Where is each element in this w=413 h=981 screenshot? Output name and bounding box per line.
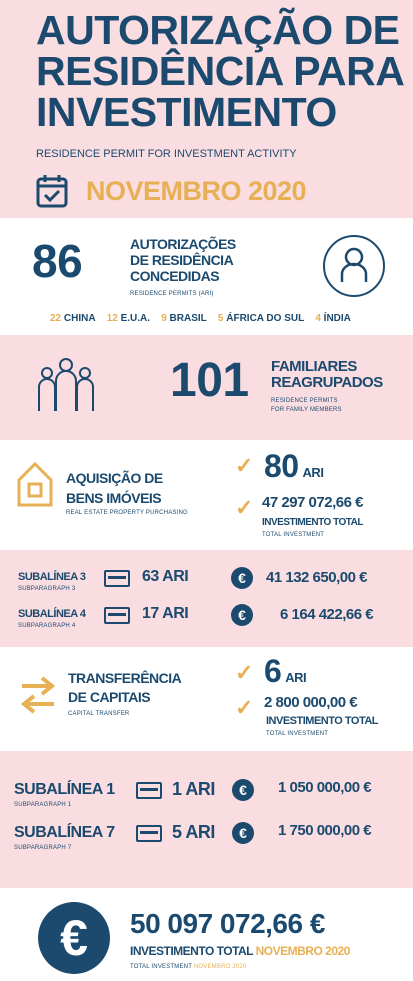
- permits-title-2: DE RESIDÊNCIA: [130, 252, 234, 268]
- sub-label: SUBALÍNEA 7: [14, 824, 115, 841]
- sub-ari: 63 ARI: [142, 568, 189, 585]
- realestate-count: 80 ARI: [264, 448, 324, 485]
- sub-label: SUBALÍNEA 3: [18, 571, 86, 583]
- family-count: 101: [170, 354, 249, 407]
- sub-label: SUBALÍNEA 1: [14, 781, 115, 798]
- family-section: 101 FAMILIARES REAGRUPADOS RESIDENCE PER…: [0, 335, 413, 440]
- euro-icon: €: [232, 822, 254, 844]
- subparagraph-row: SUBALÍNEA 7 SUBPARAGRAPH 7 5 ARI € 1 750…: [14, 822, 409, 856]
- country-item: 9 BRASIL: [161, 313, 207, 324]
- realestate-amount-label: INVESTIMENTO TOTAL: [262, 517, 364, 528]
- capital-title-2: DE CAPITAIS: [68, 689, 151, 705]
- capital-title-1: TRANSFERÊNCIA: [68, 670, 182, 686]
- total-sub-row: TOTAL INVESTMENT NOVEMBRO 2020: [130, 964, 247, 970]
- euro-icon: €: [231, 567, 253, 589]
- sub-amount: 1 050 000,00 €: [278, 779, 372, 796]
- total-label-row: INVESTIMENTO TOTAL NOVEMBRO 2020: [130, 944, 350, 958]
- check-icon: ✓: [235, 660, 254, 685]
- capital-title: TRANSFERÊNCIA DE CAPITAIS: [68, 669, 182, 707]
- capital-section: TRANSFERÊNCIA DE CAPITAIS CAPITAL TRANSF…: [0, 647, 413, 751]
- credit-card-icon: [136, 825, 162, 842]
- check-icon: ✓: [235, 453, 254, 478]
- capital-count-value: 6: [264, 653, 282, 689]
- realestate-count-unit: ARI: [302, 465, 324, 480]
- family-icon: [34, 353, 98, 418]
- permits-title-1: AUTORIZAÇÕES: [130, 236, 236, 252]
- credit-card-icon: [136, 782, 162, 799]
- subparagraph-row: SUBALÍNEA 3 SUBPARAGRAPH 3 63 ARI € 41 1…: [18, 567, 408, 598]
- realestate-amount: 47 297 072,66 €: [262, 494, 363, 511]
- permits-subtitle: RESIDENCE PERMITS (ARI): [130, 291, 214, 297]
- realestate-amount-sub: TOTAL INVESTMENT: [262, 532, 325, 538]
- sub-label: SUBALÍNEA 4: [18, 608, 86, 620]
- sub-sub: SUBPARAGRAPH 4: [18, 623, 76, 629]
- realestate-title-1: AQUISIÇÃO DE: [66, 470, 163, 486]
- euro-symbol: €: [60, 910, 88, 966]
- realestate-subtitle: REAL ESTATE PROPERTY PURCHASING: [66, 510, 188, 516]
- total-sub: TOTAL INVESTMENT: [130, 964, 192, 970]
- permits-section: 86 AUTORIZAÇÕES DE RESIDÊNCIA CONCEDIDAS…: [0, 218, 413, 335]
- sub-amount: 6 164 422,66 €: [280, 606, 374, 623]
- calendar-check-icon: [36, 174, 68, 213]
- realestate-count-value: 80: [264, 448, 299, 484]
- realestate-section: AQUISIÇÃO DE BENS IMÓVEIS REAL ESTATE PR…: [0, 440, 413, 550]
- title-line-3: INVESTIMENTO: [36, 89, 337, 135]
- sub-sub: SUBPARAGRAPH 1: [14, 802, 72, 808]
- total-section: € 50 097 072,66 € INVESTIMENTO TOTAL NOV…: [0, 888, 413, 981]
- permits-count: 86: [32, 235, 83, 287]
- title-line-2: RESIDÊNCIA PARA: [36, 48, 405, 94]
- capital-amount-sub: TOTAL INVESTMENT: [266, 731, 329, 737]
- capital-amount: 2 800 000,00 €: [264, 694, 358, 711]
- family-title-1: FAMILIARES: [271, 358, 357, 375]
- sub-sub: SUBPARAGRAPH 7: [14, 845, 72, 851]
- capital-count: 6 ARI: [264, 653, 307, 690]
- capital-subtitle: CAPITAL TRANSFER: [68, 711, 130, 717]
- transfer-arrows-icon: [20, 675, 56, 720]
- permits-title: AUTORIZAÇÕES DE RESIDÊNCIA CONCEDIDAS: [130, 236, 236, 284]
- total-sub-date: NOVEMBRO 2020: [193, 964, 247, 970]
- subparagraph-row: SUBALÍNEA 4 SUBPARAGRAPH 4 17 ARI € 6 16…: [18, 604, 408, 635]
- page-subtitle: RESIDENCE PERMIT FOR INVESTMENT ACTIVITY: [36, 148, 297, 160]
- permits-title-3: CONCEDIDAS: [130, 268, 220, 284]
- credit-card-icon: [104, 607, 130, 624]
- header-section: AUTORIZAÇÃO DE RESIDÊNCIA PARA INVESTIME…: [0, 0, 413, 218]
- family-title: FAMILIARES REAGRUPADOS: [271, 359, 383, 391]
- country-item: 4 ÍNDIA: [315, 313, 351, 324]
- sub-sub: SUBPARAGRAPH 3: [18, 586, 76, 592]
- sub-amount: 1 750 000,00 €: [278, 822, 372, 839]
- country-item: 5 ÁFRICA DO SUL: [217, 313, 305, 324]
- total-label: INVESTIMENTO TOTAL: [130, 944, 253, 958]
- house-icon: [16, 460, 54, 513]
- sub-amount: 41 132 650,00 €: [266, 569, 367, 586]
- countries-row: 22 CHINA 12 E.U.A. 9 BRASIL 5 ÁFRICA DO …: [50, 313, 351, 324]
- total-label-date: NOVEMBRO 2020: [255, 944, 351, 958]
- credit-card-icon: [104, 570, 130, 587]
- page-title: AUTORIZAÇÃO DE RESIDÊNCIA PARA INVESTIME…: [36, 7, 405, 135]
- capital-amount-label: INVESTIMENTO TOTAL: [266, 715, 379, 727]
- sub-ari: 17 ARI: [142, 605, 189, 622]
- sub-ari: 5 ARI: [172, 822, 215, 842]
- euro-icon: €: [232, 779, 254, 801]
- capital-count-unit: ARI: [285, 670, 307, 685]
- check-icon: ✓: [235, 495, 254, 520]
- total-amount: 50 097 072,66 €: [130, 908, 325, 939]
- realestate-sub-section: SUBALÍNEA 3 SUBPARAGRAPH 3 63 ARI € 41 1…: [0, 550, 413, 647]
- family-subtitle: RESIDENCE PERMITS FOR FAMILY MEMBERS: [271, 397, 342, 415]
- subparagraph-row: SUBALÍNEA 1 SUBPARAGRAPH 1 1 ARI € 1 050…: [14, 779, 409, 813]
- report-date: NOVEMBRO 2020: [86, 176, 307, 206]
- capital-sub-section: SUBALÍNEA 1 SUBPARAGRAPH 1 1 ARI € 1 050…: [0, 751, 413, 888]
- title-line-1: AUTORIZAÇÃO DE: [36, 7, 400, 53]
- realestate-title: AQUISIÇÃO DE BENS IMÓVEIS: [66, 468, 163, 508]
- person-icon: [322, 234, 386, 303]
- realestate-title-2: BENS IMÓVEIS: [66, 490, 162, 506]
- euro-big-icon: €: [38, 902, 110, 974]
- family-sub-2: FOR FAMILY MEMBERS: [271, 407, 342, 413]
- sub-ari: 1 ARI: [172, 779, 215, 799]
- country-item: 12 E.U.A.: [106, 313, 151, 324]
- check-icon: ✓: [235, 695, 254, 720]
- euro-icon: €: [231, 604, 253, 626]
- family-title-2: REAGRUPADOS: [271, 374, 383, 391]
- country-item: 22 CHINA: [50, 313, 96, 324]
- family-sub-1: RESIDENCE PERMITS: [271, 398, 338, 404]
